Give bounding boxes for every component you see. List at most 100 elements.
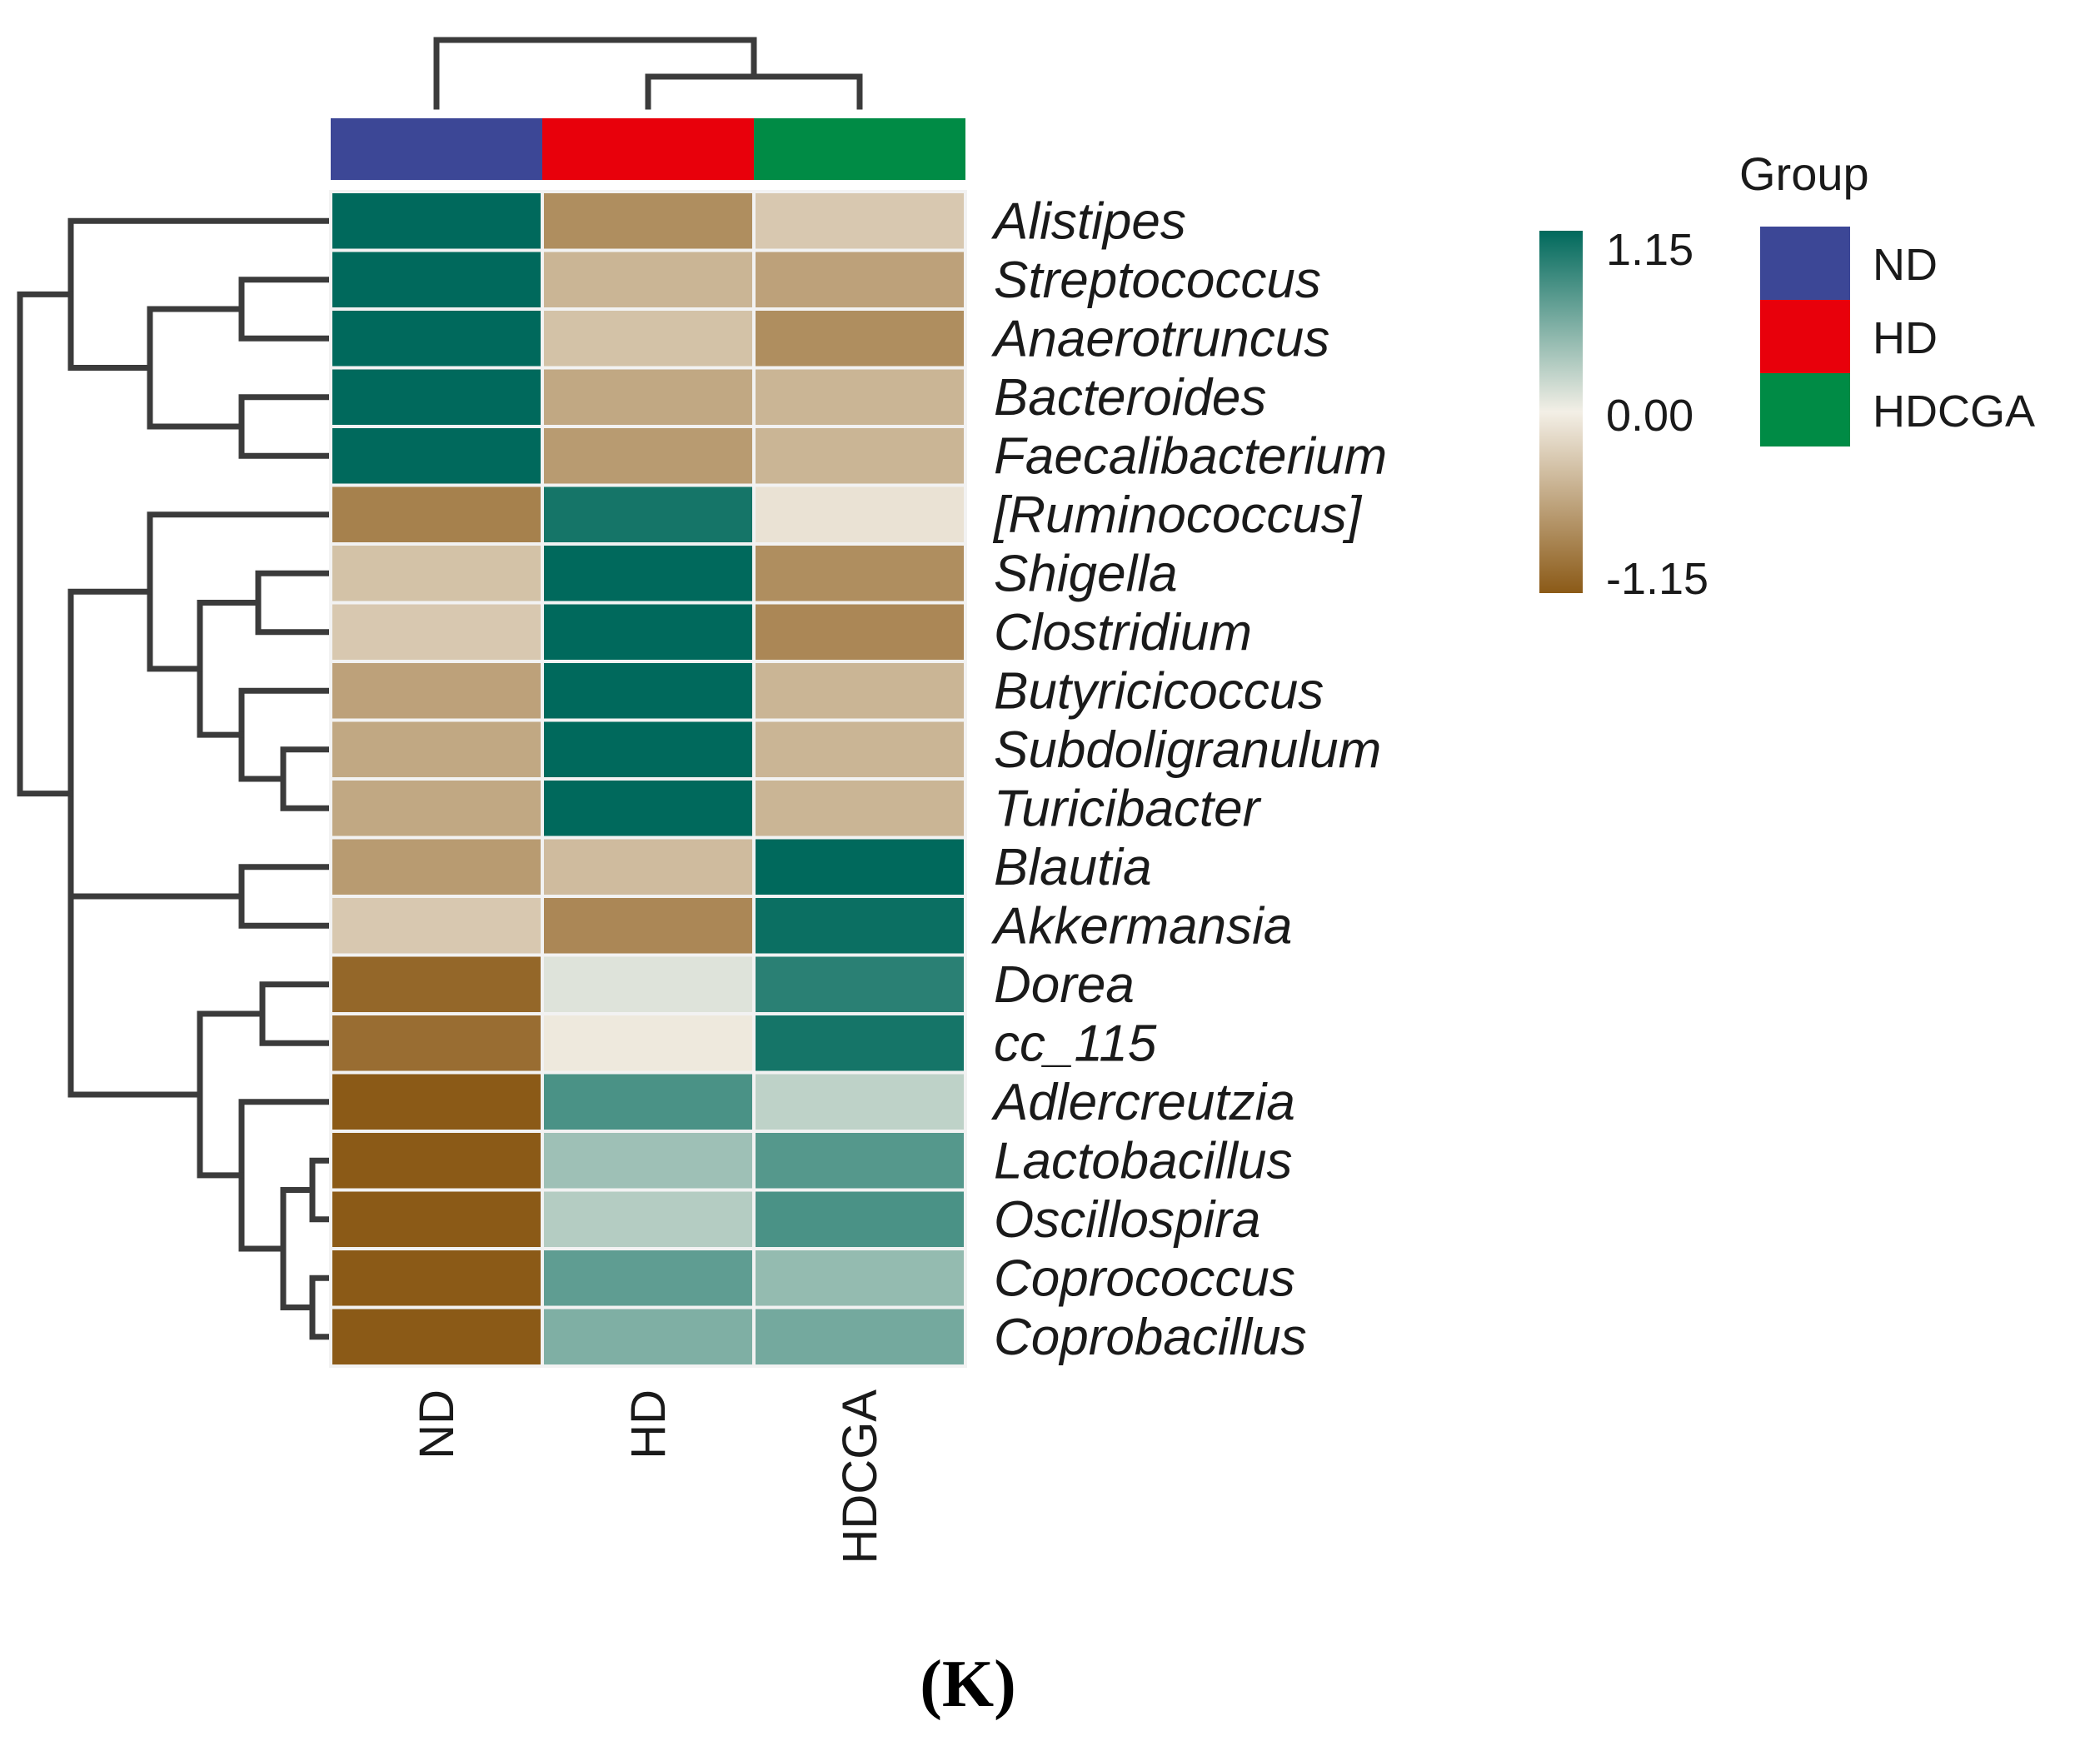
legend-label: HDCGA bbox=[1873, 387, 2035, 436]
legend-label: ND bbox=[1873, 240, 1938, 290]
heatmap-cell bbox=[541, 1070, 756, 1133]
heatmap-cell bbox=[541, 777, 756, 840]
heatmap-cell bbox=[541, 1247, 756, 1309]
dendrogram-link bbox=[67, 588, 153, 999]
column-label: ND bbox=[410, 1389, 464, 1459]
group-legend: Group ND HD HDCGA bbox=[1739, 147, 2035, 446]
row-label: Lactobacillus bbox=[994, 1132, 1292, 1190]
heatmap-cell bbox=[752, 1070, 967, 1133]
heatmap-cell bbox=[752, 718, 967, 781]
row-label: Coprobacillus bbox=[994, 1309, 1307, 1366]
heatmap-cell bbox=[329, 190, 544, 252]
dendrogram-link bbox=[433, 37, 757, 110]
row-label: Akkermansia bbox=[990, 897, 1292, 955]
heatmap-cell bbox=[752, 307, 967, 370]
heatmap-cell bbox=[752, 1305, 967, 1368]
dendrogram-link bbox=[238, 394, 334, 459]
heatmap-cell bbox=[329, 660, 544, 722]
heatmap-cell bbox=[752, 542, 967, 605]
heatmap-cell bbox=[752, 1247, 967, 1309]
row-label: Adlercreutzia bbox=[990, 1074, 1295, 1131]
dendrogram-link bbox=[147, 306, 245, 430]
heatmap-cells bbox=[329, 190, 967, 1368]
heatmap-cell bbox=[541, 425, 756, 487]
heatmap-cell bbox=[752, 953, 967, 1015]
heatmap-cell bbox=[541, 953, 756, 1015]
heatmap-cell bbox=[329, 601, 544, 663]
heatmap-cell bbox=[541, 248, 756, 311]
dendrogram-link bbox=[67, 893, 245, 1098]
heatmap-cell bbox=[329, 248, 544, 311]
row-label: Dorea bbox=[994, 956, 1135, 1014]
heatmap-cell bbox=[329, 366, 544, 428]
row-label: Faecalibacterium bbox=[994, 427, 1387, 485]
heatmap-cell bbox=[541, 1305, 756, 1368]
dendrogram-link bbox=[147, 511, 334, 672]
heatmap-cell bbox=[541, 1130, 756, 1192]
heatmap-cell bbox=[752, 425, 967, 487]
row-label: Blautia bbox=[994, 839, 1152, 896]
heatmap-cell bbox=[541, 601, 756, 663]
heatmap-cell bbox=[329, 483, 544, 546]
heatmap-cell bbox=[329, 777, 544, 840]
dendrogram-link bbox=[259, 981, 334, 1046]
heatmap-cell bbox=[752, 248, 967, 311]
column-label: HD bbox=[621, 1389, 676, 1459]
legend-swatch bbox=[1760, 227, 1850, 300]
group-bar-segment bbox=[754, 118, 965, 180]
legend-swatch bbox=[1760, 373, 1850, 446]
color-scale-legend: 1.15 0.00 -1.15 bbox=[1539, 225, 1708, 604]
row-label: Butyricicoccus bbox=[994, 662, 1324, 720]
heatmap-cell bbox=[541, 307, 756, 370]
scale-mid-label: 0.00 bbox=[1606, 391, 1693, 441]
heatmap-cell bbox=[329, 836, 544, 898]
heatmap-cell bbox=[541, 660, 756, 722]
dendrogram-link bbox=[197, 1010, 266, 1179]
row-label: Anaerotruncus bbox=[990, 310, 1329, 367]
heatmap-cell bbox=[329, 1070, 544, 1133]
heatmap-cell bbox=[541, 895, 756, 957]
dendrogram-link bbox=[197, 600, 262, 738]
row-label: Coprococcus bbox=[994, 1250, 1295, 1307]
row-label: Alistipes bbox=[990, 192, 1186, 250]
heatmap-cell bbox=[329, 895, 544, 957]
dendrogram-link bbox=[238, 864, 334, 929]
row-label: Turicibacter bbox=[994, 780, 1262, 837]
group-legend-title: Group bbox=[1739, 147, 1869, 200]
legend-label: HD bbox=[1873, 313, 1938, 363]
heatmap-cell bbox=[752, 190, 967, 252]
column-labels: ND HD HDCGA bbox=[410, 1389, 887, 1564]
row-label: cc_115 bbox=[994, 1015, 1157, 1072]
panel-label: (K) bbox=[920, 1648, 1016, 1721]
heatmap-cell bbox=[329, 718, 544, 781]
heatmap-cell bbox=[541, 836, 756, 898]
heatmap-cell bbox=[752, 1130, 967, 1192]
row-label: Shigella bbox=[994, 545, 1178, 602]
heatmap-cell bbox=[752, 483, 967, 546]
dendrogram-link bbox=[645, 73, 863, 110]
heatmap-cell bbox=[541, 483, 756, 546]
dendrogram-link bbox=[67, 217, 334, 371]
heatmap-cell bbox=[541, 718, 756, 781]
heatmap-cell bbox=[752, 601, 967, 663]
row-label: Subdoligranulum bbox=[994, 721, 1381, 779]
row-labels: AlistipesStreptococcusAnaerotruncusBacte… bbox=[990, 192, 1387, 1366]
column-dendrogram bbox=[433, 37, 863, 110]
row-dendrogram bbox=[17, 217, 334, 1340]
heatmap-cell bbox=[541, 1012, 756, 1075]
heatmap-cell bbox=[752, 895, 967, 957]
heatmap-cell bbox=[752, 777, 967, 840]
heatmap-cell bbox=[329, 542, 544, 605]
column-label: HDCGA bbox=[833, 1389, 887, 1564]
heatmap-cell bbox=[752, 836, 967, 898]
heatmap-cell bbox=[541, 366, 756, 428]
heatmap-cell bbox=[752, 366, 967, 428]
heatmap-cell bbox=[329, 307, 544, 370]
color-scale-bar bbox=[1539, 231, 1583, 593]
scale-min-label: -1.15 bbox=[1606, 554, 1708, 604]
row-label: Oscillospira bbox=[994, 1191, 1260, 1249]
group-bar-segment bbox=[331, 118, 542, 180]
row-label: Clostridium bbox=[994, 604, 1252, 661]
heatmap-cell bbox=[329, 1188, 544, 1250]
heatmap-cell bbox=[329, 953, 544, 1015]
